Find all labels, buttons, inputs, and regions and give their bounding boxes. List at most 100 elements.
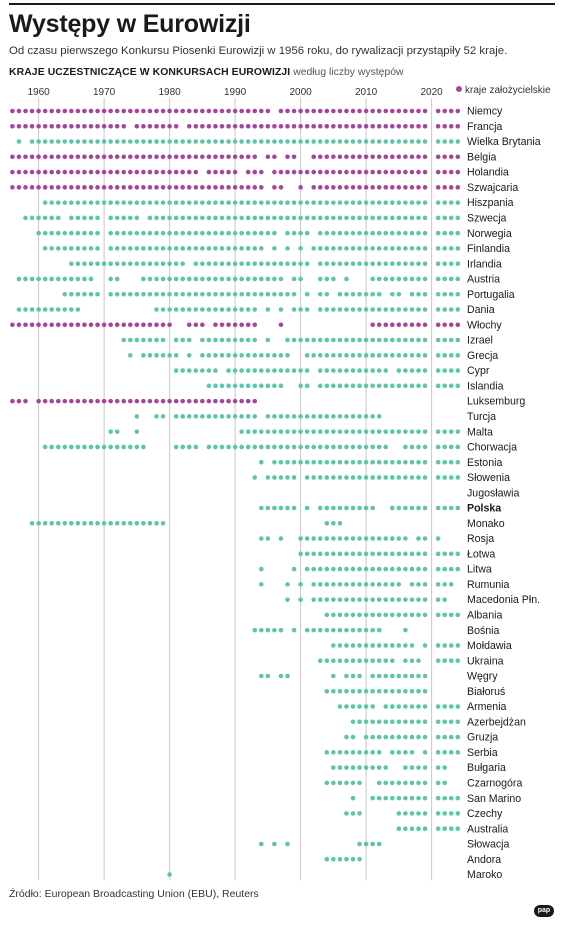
dot-włochy-1988 <box>219 322 225 328</box>
dot-wielka-brytania-1967 <box>82 139 87 144</box>
legend-founder-label: kraje założycielskie <box>465 85 551 96</box>
dot-szwecja-2006 <box>337 215 343 221</box>
dot-łotwa-2021 <box>435 551 441 557</box>
dot-słowenia-1998 <box>285 475 290 480</box>
dot-portugalia-1994 <box>259 291 264 297</box>
dot-hiszpania-2001 <box>304 200 310 205</box>
dot-belgia-2008 <box>350 154 356 160</box>
dot-białoruś-2013 <box>383 688 389 694</box>
dot-luksemburg-1990 <box>232 398 238 404</box>
dot-bułgaria-2022 <box>442 765 448 770</box>
dot-grecja-2011 <box>370 353 375 358</box>
dot-francja-2024 <box>455 123 461 129</box>
dot-słowenia-2010 <box>363 475 369 480</box>
dot-wielka-brytania-2013 <box>383 139 389 144</box>
year-tick-1960: 1960 <box>27 87 50 98</box>
dot-cypr-2013 <box>383 368 389 373</box>
country-label-izrael: Izrael <box>467 335 493 347</box>
dot-hiszpania-1978 <box>154 200 159 205</box>
dot-malta-2002 <box>311 429 317 434</box>
dot-litwa-2023 <box>448 566 454 572</box>
dot-islandia-1993 <box>252 383 258 389</box>
dot-malta-1992 <box>245 429 251 434</box>
country-label-dania: Dania <box>467 304 495 316</box>
country-label-litwa: Litwa <box>467 564 492 576</box>
dot-izrael-1992 <box>245 337 251 343</box>
dot-austria-1991 <box>239 276 244 282</box>
dot-szwajcaria-1986 <box>206 185 212 190</box>
dot-niemcy-1987 <box>213 108 218 114</box>
dot-azerbejdżan-2009 <box>357 719 362 725</box>
dot-szwajcaria-1989 <box>226 185 231 190</box>
dot-belgia-2005 <box>331 154 336 160</box>
dot-finlandia-2010 <box>363 246 369 251</box>
dot-armenia-2014 <box>390 704 395 709</box>
dot-finlandia-2006 <box>337 246 343 251</box>
dot-hiszpania-1994 <box>259 200 264 205</box>
dot-luksemburg-1964 <box>62 398 68 404</box>
dot-malta-2018 <box>416 429 421 434</box>
dot-bośnia-2016 <box>403 627 408 633</box>
dot-cypr-2019 <box>422 368 428 373</box>
dot-belgia-1963 <box>55 154 61 160</box>
dot-holandia-1992 <box>245 169 251 175</box>
dot-słowenia-2013 <box>383 475 389 480</box>
dot-luksemburg-1987 <box>213 398 218 404</box>
dot-litwa-2001 <box>304 566 310 572</box>
dot-ukraina-2014 <box>390 658 395 664</box>
dot-irlandia-1976 <box>141 261 146 267</box>
dot-serbia-2008 <box>350 750 356 755</box>
dot-belgia-2002 <box>311 154 317 160</box>
dot-rosja-2011 <box>370 536 375 541</box>
dot-hiszpania-1983 <box>186 200 192 205</box>
dot-austria-1983 <box>186 276 192 282</box>
dot-austria-1995 <box>265 276 271 282</box>
dot-irlandia-1979 <box>160 261 166 267</box>
dot-wielka-brytania-2010 <box>363 139 369 144</box>
dot-mołdawia-2017 <box>409 643 415 648</box>
dot-polska-2006 <box>337 505 343 511</box>
dot-szwajcaria-1997 <box>278 185 284 190</box>
dot-czarnogóra-2022 <box>442 780 448 786</box>
dot-szwajcaria-2016 <box>403 185 408 190</box>
dot-luksemburg-1972 <box>114 398 120 404</box>
dot-szwecja-1991 <box>239 215 244 221</box>
dot-rumunia-2023 <box>448 582 454 587</box>
dot-wielka-brytania-1969 <box>95 139 100 144</box>
dot-francja-2008 <box>350 123 356 129</box>
dot-portugalia-1982 <box>180 291 185 297</box>
dot-izrael-1993 <box>252 337 258 343</box>
dot-norwegia-1991 <box>239 230 244 236</box>
dot-norwegia-2004 <box>324 230 330 236</box>
dot-niemcy-2013 <box>383 108 389 114</box>
dot-dania-2018 <box>416 307 421 312</box>
dot-holandia-2011 <box>370 169 375 175</box>
dot-francja-2019 <box>422 123 428 129</box>
dot-szwecja-1986 <box>206 215 212 221</box>
dot-szwajcaria-1976 <box>141 185 146 190</box>
dot-wielka-brytania-1966 <box>75 139 81 144</box>
dot-holandia-1973 <box>121 169 127 175</box>
dot-cypr-1987 <box>213 368 218 373</box>
dot-grecja-2008 <box>350 353 356 358</box>
dot-szwecja-2011 <box>370 215 375 221</box>
dot-gruzja-2023 <box>448 734 454 740</box>
dot-bośnia-2003 <box>317 627 323 633</box>
dot-holandia-1966 <box>75 169 81 175</box>
dot-macedonia-płn--2013 <box>383 597 389 602</box>
dot-dania-1961 <box>42 307 48 312</box>
dot-izrael-1974 <box>128 337 133 343</box>
dot-niemcy-2017 <box>409 108 415 114</box>
dot-armenia-2010 <box>363 704 369 709</box>
dot-francja-1999 <box>291 123 297 129</box>
dot-austria-1967 <box>82 276 87 282</box>
dot-izrael-1981 <box>173 337 179 343</box>
dot-francja-2004 <box>324 123 330 129</box>
dot-niemcy-1994 <box>259 108 264 114</box>
dot-hiszpania-2018 <box>416 200 421 205</box>
dot-luksemburg-1956 <box>10 398 15 404</box>
dot-francja-1972 <box>114 123 120 129</box>
dot-san-marino-2012 <box>376 795 382 801</box>
dot-portugalia-1968 <box>88 291 94 297</box>
dot-włochy-1975 <box>134 322 140 328</box>
